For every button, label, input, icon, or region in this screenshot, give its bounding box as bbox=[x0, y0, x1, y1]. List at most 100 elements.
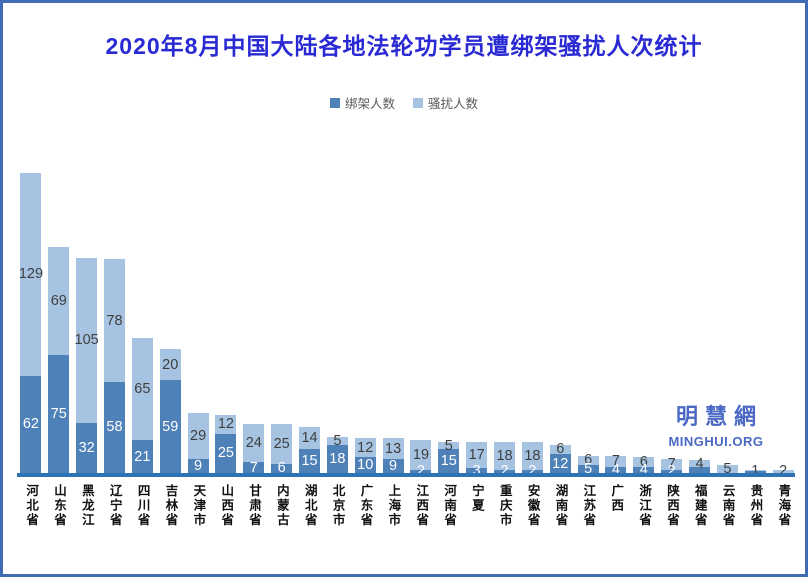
x-axis-label: 江苏省 bbox=[581, 484, 596, 528]
harass-segment: 17 bbox=[466, 441, 488, 469]
kidnap-segment: 18 bbox=[326, 444, 348, 473]
kidnap-value-label: 9 bbox=[389, 457, 398, 474]
x-axis-label: 安徽省 bbox=[525, 484, 540, 528]
stacked-bar: 13 9 bbox=[382, 170, 404, 474]
stacked-bar: 17 3 bbox=[466, 170, 488, 477]
kidnap-segment: 58 bbox=[104, 381, 125, 473]
harass-segment: 105 bbox=[75, 257, 99, 423]
kidnap-value-label: 59 bbox=[162, 418, 179, 435]
kidnap-value-label: 5 bbox=[584, 460, 593, 477]
harass-segment: 65 bbox=[131, 337, 153, 441]
x-axis-label: 天津市 bbox=[191, 484, 206, 528]
bar-group: 6 5 江苏省 bbox=[574, 170, 602, 568]
kidnap-segment: 4 bbox=[633, 463, 655, 477]
bar-group: 6 12 湖南省 bbox=[546, 170, 574, 568]
kidnap-segment: 25 bbox=[215, 433, 237, 473]
harass-value-label: 12 bbox=[217, 416, 235, 433]
x-label-zone: 内蒙古 bbox=[274, 484, 289, 568]
bar-group: 129 62 河北省 bbox=[17, 170, 45, 568]
bar-group: 18 2 安徽省 bbox=[518, 170, 546, 568]
kidnap-swatch-icon bbox=[329, 97, 340, 108]
kidnap-segment: 62 bbox=[20, 375, 42, 473]
harass-value-label: 7 bbox=[667, 456, 676, 473]
harass-value-label: 69 bbox=[50, 292, 67, 309]
x-label-zone: 贵州省 bbox=[749, 484, 763, 568]
x-axis-label: 内蒙古 bbox=[274, 484, 289, 528]
stacked-bar: 18 2 bbox=[521, 170, 543, 478]
chart-title: 2020年8月中国大陆各地法轮功学员遭绑架骚扰人次统计 bbox=[105, 33, 703, 59]
harass-segment: 19 bbox=[410, 440, 432, 470]
bar-group: 17 3 宁夏 bbox=[463, 170, 491, 568]
x-axis-label: 重庆市 bbox=[497, 484, 512, 528]
kidnap-segment: 75 bbox=[48, 355, 70, 473]
harass-segment: 25 bbox=[271, 424, 293, 464]
harass-segment: 7 bbox=[605, 452, 627, 469]
kidnap-segment: 21 bbox=[131, 440, 153, 473]
harass-segment: 12 bbox=[354, 438, 376, 458]
kidnap-value-label: 75 bbox=[50, 405, 67, 422]
kidnap-value-label: 25 bbox=[217, 445, 235, 462]
x-label-zone: 天津市 bbox=[191, 484, 206, 568]
bar-group: 7 4 广西 bbox=[602, 170, 630, 568]
harass-segment: 69 bbox=[48, 246, 70, 356]
x-axis-label: 上海市 bbox=[386, 484, 401, 528]
kidnap-value-label: 2 bbox=[416, 463, 425, 480]
kidnap-segment: 12 bbox=[549, 454, 571, 473]
kidnap-segment: 59 bbox=[159, 380, 181, 473]
kidnap-segment: 2 bbox=[521, 464, 543, 478]
harass-value-label: 20 bbox=[162, 356, 179, 373]
stacked-bar: 1 bbox=[744, 170, 766, 477]
harass-segment: 6 bbox=[633, 455, 655, 469]
bar-group: 12 25 山西省 bbox=[212, 170, 240, 568]
kidnap-segment: 4 bbox=[605, 463, 627, 477]
kidnap-segment: 7 bbox=[243, 460, 265, 474]
harass-value-label: 19 bbox=[412, 446, 430, 463]
stacked-bar: 5 15 bbox=[438, 170, 460, 473]
stacked-bar: 78 58 bbox=[104, 170, 125, 473]
harass-value-label: 14 bbox=[301, 430, 318, 447]
watermark-english: MINGHUI.ORG bbox=[668, 434, 764, 449]
harass-segment: 4 bbox=[689, 456, 711, 470]
x-label-zone: 湖北省 bbox=[303, 484, 317, 568]
x-label-zone: 广东省 bbox=[358, 484, 372, 568]
kidnap-segment: 32 bbox=[76, 422, 98, 473]
kidnap-segment: 15 bbox=[299, 449, 321, 473]
kidnap-segment: 9 bbox=[187, 459, 209, 473]
x-label-zone: 北京市 bbox=[330, 484, 345, 568]
x-label-zone: 河南省 bbox=[442, 484, 456, 568]
bar-group: 5 云南省 bbox=[713, 170, 741, 568]
kidnap-value-label: 58 bbox=[106, 419, 123, 436]
stacked-bar: 65 21 bbox=[131, 170, 153, 473]
stacked-bar: 25 6 bbox=[271, 170, 293, 477]
harass-segment: 14 bbox=[299, 427, 321, 450]
harass-segment: 12 bbox=[215, 414, 237, 434]
minghui-watermark: 明慧網 MINGHUI.ORG bbox=[659, 399, 773, 449]
kidnap-value-label: 6 bbox=[277, 460, 286, 477]
legend-item-harass: 骚扰人数 bbox=[413, 93, 478, 112]
x-label-zone: 辽宁省 bbox=[108, 484, 122, 568]
bar-group: 20 59 吉林省 bbox=[156, 170, 184, 568]
x-axis-label: 北京市 bbox=[330, 484, 345, 528]
bar-group: 6 4 浙江省 bbox=[630, 170, 658, 568]
x-axis-label: 江西省 bbox=[414, 484, 429, 528]
x-label-zone: 浙江省 bbox=[637, 484, 651, 568]
kidnap-segment: 9 bbox=[382, 457, 404, 474]
harass-value-label: 7 bbox=[611, 452, 621, 469]
x-axis-label: 甘肃省 bbox=[247, 484, 262, 528]
harass-segment: 29 bbox=[187, 413, 209, 459]
x-axis-label: 吉林省 bbox=[163, 484, 178, 528]
harass-value-label: 78 bbox=[106, 312, 123, 329]
harass-segment: 24 bbox=[243, 424, 265, 463]
x-label-zone: 甘肃省 bbox=[247, 484, 262, 568]
bar-group: 18 2 重庆市 bbox=[491, 170, 519, 568]
harass-swatch-icon bbox=[413, 97, 423, 108]
x-label-zone: 陕西省 bbox=[665, 484, 679, 568]
harass-value-label: 1 bbox=[751, 462, 760, 479]
x-label-zone: 山东省 bbox=[52, 484, 66, 568]
x-label-zone: 四川省 bbox=[136, 484, 150, 568]
bar-group: 105 32 黑龙江 bbox=[73, 170, 101, 568]
